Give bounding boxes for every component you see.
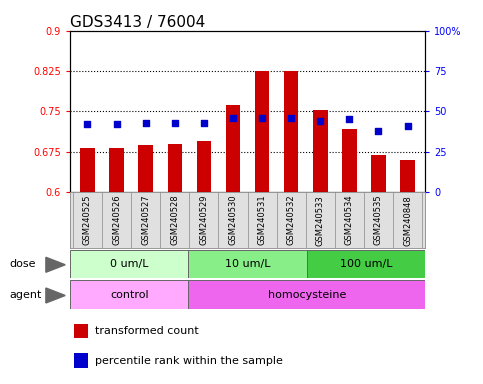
Bar — [284, 71, 298, 192]
Point — [345, 116, 353, 122]
Point — [200, 119, 208, 126]
Bar — [255, 71, 270, 192]
Text: GSM240533: GSM240533 — [316, 195, 325, 245]
Text: GSM240527: GSM240527 — [141, 195, 150, 245]
Text: GSM240535: GSM240535 — [374, 195, 383, 245]
Text: percentile rank within the sample: percentile rank within the sample — [95, 356, 283, 366]
Bar — [188, 280, 425, 309]
Polygon shape — [46, 288, 65, 303]
Point — [404, 123, 412, 129]
Bar — [73, 353, 88, 368]
Text: 100 um/L: 100 um/L — [340, 259, 392, 269]
Bar — [70, 250, 188, 278]
Point — [375, 127, 383, 134]
Text: GSM240526: GSM240526 — [112, 195, 121, 245]
Bar — [80, 148, 95, 192]
Text: transformed count: transformed count — [95, 326, 199, 336]
Bar — [168, 144, 182, 192]
Text: 10 um/L: 10 um/L — [225, 259, 270, 269]
Point — [229, 115, 237, 121]
Bar — [139, 145, 153, 192]
Bar — [371, 156, 386, 192]
Text: GSM240525: GSM240525 — [83, 195, 92, 245]
Text: dose: dose — [10, 259, 36, 269]
Text: GSM240531: GSM240531 — [257, 195, 267, 245]
Point — [316, 118, 324, 124]
Point — [287, 115, 295, 121]
Text: 0 um/L: 0 um/L — [110, 259, 148, 269]
Point — [171, 119, 179, 126]
Bar — [197, 141, 211, 192]
Bar — [226, 105, 240, 192]
Bar — [307, 250, 425, 278]
Bar — [342, 129, 356, 192]
Point — [258, 115, 266, 121]
Text: homocysteine: homocysteine — [268, 290, 346, 300]
Bar — [400, 160, 415, 192]
Text: control: control — [110, 290, 148, 300]
Point — [113, 121, 120, 127]
Point — [84, 121, 91, 127]
Text: GSM240528: GSM240528 — [170, 195, 179, 245]
Text: GSM240532: GSM240532 — [287, 195, 296, 245]
Bar — [70, 280, 188, 309]
Text: GSM240534: GSM240534 — [345, 195, 354, 245]
Text: GSM240848: GSM240848 — [403, 195, 412, 245]
Text: GSM240530: GSM240530 — [228, 195, 238, 245]
Bar — [188, 250, 307, 278]
Point — [142, 119, 150, 126]
Polygon shape — [46, 257, 65, 272]
Bar — [109, 149, 124, 192]
Text: GDS3413 / 76004: GDS3413 / 76004 — [70, 15, 205, 30]
Bar — [73, 324, 88, 339]
Text: agent: agent — [10, 290, 42, 300]
Text: GSM240529: GSM240529 — [199, 195, 208, 245]
Bar — [313, 110, 327, 192]
